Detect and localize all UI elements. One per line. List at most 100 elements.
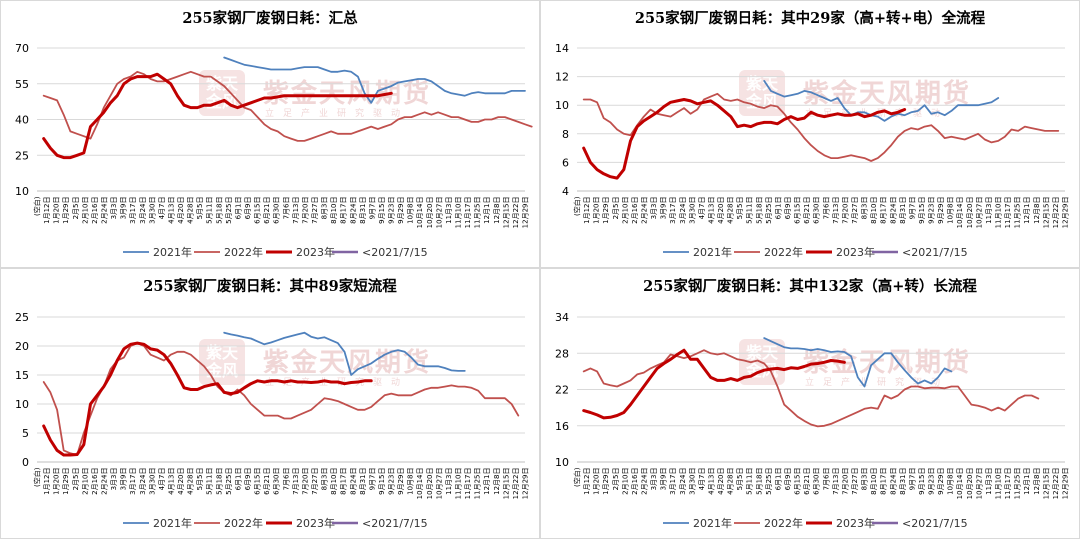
- chart-panel-29-full-process: 255家钢厂废钢日耗：其中29家（高+转+电）全流程 紫天金风 紫金天风期货 立足产…: [540, 0, 1080, 268]
- x-tick-label: 6月1日: [234, 196, 242, 219]
- x-tick-label: 8月24日: [349, 197, 357, 224]
- x-tick-label: 4月28日: [187, 197, 195, 224]
- y-tick-label: 25: [15, 149, 29, 162]
- x-tick-label: 5月18日: [755, 197, 763, 224]
- x-tick-label: 6月30日: [813, 197, 821, 224]
- x-tick-label: 7月6日: [822, 468, 830, 491]
- y-tick-label: 40: [15, 114, 29, 127]
- x-tick-label: 2月10日: [81, 468, 89, 495]
- x-tick-label: 12月15日: [502, 468, 510, 500]
- x-tick-label: 7月20日: [841, 468, 849, 495]
- watermark-text: 紫金天风期货: [263, 347, 432, 378]
- x-tick-label: 5月5日: [736, 468, 744, 491]
- x-tick-label: 8月31日: [899, 197, 907, 224]
- chart-panel-total: 255家钢厂废钢日耗：汇总 紫天金风 紫金天风期货 立足产业研究驱动 10 25 40 55…: [0, 0, 540, 268]
- x-tick-label: 5月18日: [755, 468, 763, 495]
- x-tick-label: 2月16日: [91, 468, 99, 495]
- x-tick-label: 8月24日: [349, 468, 357, 495]
- x-tick-label: 4月13日: [707, 468, 715, 495]
- x-tick-label: 7月27日: [851, 197, 859, 224]
- x-tick-label: 1月29日: [62, 197, 70, 224]
- x-tick-label: 9月23日: [388, 468, 396, 495]
- y-tick-label: 55: [15, 78, 29, 91]
- x-tick-label: 9月15日: [918, 468, 926, 495]
- x-tick-label: 3月17日: [129, 197, 137, 224]
- x-tick-label: 10月27日: [435, 468, 443, 500]
- x-tick-label: 3月30日: [688, 197, 696, 224]
- x-tick-label: 12月29日: [1062, 468, 1070, 500]
- x-tick-label: 12月8日: [1033, 468, 1041, 495]
- x-tick-label: 5月25日: [765, 468, 773, 495]
- x-tick-label: 6月21日: [803, 197, 811, 224]
- x-tick-label: 4月13日: [167, 197, 175, 224]
- x-tick-label: 10月8日: [947, 197, 955, 224]
- x-tick-label: 3月3日: [650, 468, 658, 491]
- legend-label: 2021年: [153, 245, 192, 259]
- x-tick-label: 5月11日: [746, 197, 754, 224]
- x-tick-label: 5月5日: [196, 468, 204, 491]
- x-tick-label: 12月22日: [512, 468, 520, 500]
- watermark-subtext: 立足产业研究驱动: [805, 377, 950, 388]
- x-tick-label: 12月1日: [483, 467, 491, 494]
- x-tick-label: 10月20日: [426, 468, 434, 500]
- x-tick-label: 12月22日: [1052, 197, 1060, 229]
- x-tick-label: 9月23日: [928, 197, 936, 224]
- x-tick-label: 1月20日: [593, 197, 601, 224]
- x-tick-label: 6月9日: [784, 197, 792, 220]
- x-tick-label: 8月3日: [861, 468, 869, 491]
- x-tick-label: 1月12日: [583, 197, 591, 224]
- x-tick-label: 3月3日: [110, 468, 118, 491]
- x-tick-label: 8月3日: [321, 197, 329, 220]
- x-tick-label: 2月10日: [621, 468, 629, 495]
- x-tick-label: 7月27日: [851, 468, 859, 495]
- x-tick-label: 8月24日: [889, 197, 897, 224]
- x-tick-label: 2月24日: [100, 468, 108, 495]
- x-tick-label: 6月30日: [813, 468, 821, 495]
- x-tick-label: 12月1日: [483, 196, 491, 223]
- x-tick-label: 11月10日: [455, 197, 463, 229]
- x-tick-label: 7月6日: [822, 197, 830, 220]
- x-tick-label: 4月20日: [177, 197, 185, 224]
- x-tick-label: 12月29日: [1062, 197, 1070, 229]
- x-tick-label: 4月13日: [707, 197, 715, 224]
- x-tick-label: 3月9日: [660, 197, 668, 220]
- x-tick-label: 1月29日: [62, 468, 70, 495]
- x-tick-label: 11月25日: [1014, 468, 1022, 500]
- x-tick-label: 12月29日: [522, 197, 530, 229]
- x-tick-label: (空白): [573, 196, 582, 216]
- x-tick-label: 11月25日: [474, 468, 482, 500]
- x-tick-label: 8月3日: [861, 197, 869, 220]
- x-tick-label: 5月18日: [215, 197, 223, 224]
- x-tick-label: 3月17日: [669, 468, 677, 495]
- y-tick-label: 34: [555, 311, 569, 324]
- legend-label: <2021/7/15: [902, 517, 968, 530]
- x-tick-label: 6月15日: [254, 468, 262, 495]
- x-tick-label: 3月3日: [650, 197, 658, 220]
- series-line-2023: [42, 341, 373, 457]
- x-tick-label: 3月17日: [669, 197, 677, 224]
- x-tick-label: 8月24日: [889, 468, 897, 495]
- x-tick-label: 12月1日: [1023, 467, 1031, 494]
- x-tick-label: 4月7日: [698, 468, 706, 491]
- x-tick-label: 8月10日: [330, 468, 338, 495]
- series-line-2023: [582, 98, 907, 180]
- x-tick-label: 6月21日: [263, 197, 271, 224]
- x-tick-label: 5月25日: [225, 468, 233, 495]
- x-tick-label: 3月24日: [679, 197, 687, 224]
- x-tick-label: 8月17日: [880, 468, 888, 495]
- x-tick-label: 9月15日: [378, 197, 386, 224]
- x-tick-label: 10月14日: [416, 468, 424, 500]
- x-tick-label: 1月20日: [53, 197, 61, 224]
- legend-label: 2022年: [764, 516, 803, 530]
- series-line-2022: [582, 92, 1060, 162]
- x-tick-label: 7月27日: [311, 197, 319, 224]
- y-tick-label: 28: [555, 347, 569, 360]
- x-tick-label: 4月28日: [727, 197, 735, 224]
- x-tick-label: 2月16日: [631, 468, 639, 495]
- x-tick-label: 6月30日: [273, 197, 281, 224]
- x-tick-label: 2月10日: [81, 197, 89, 224]
- x-tick-label: 4月7日: [698, 197, 706, 220]
- chart-title: 255家钢厂废钢日耗：其中132家（高+转）长流程: [643, 278, 977, 295]
